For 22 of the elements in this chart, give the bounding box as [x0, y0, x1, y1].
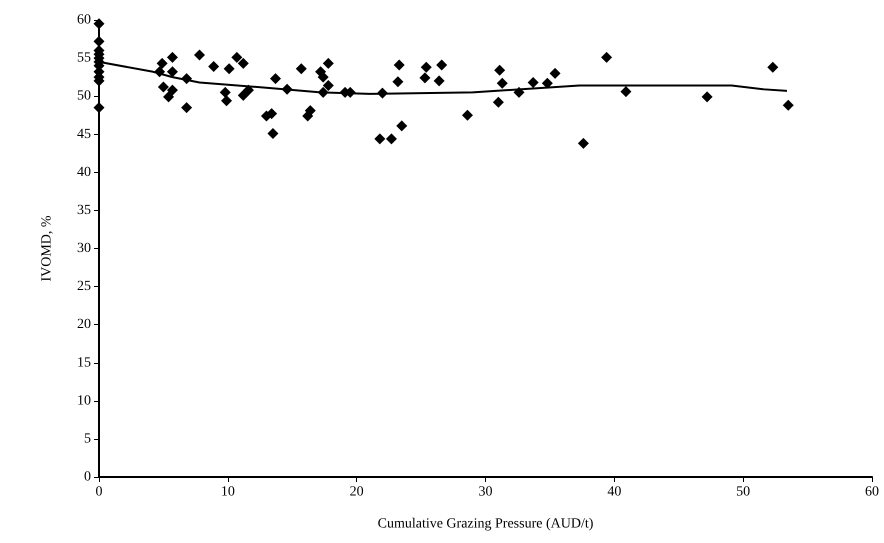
y-tick-label: 45 — [77, 126, 91, 142]
y-tick-label: 5 — [84, 431, 91, 446]
x-tick-label: 20 — [350, 484, 364, 500]
y-tick-label: 40 — [77, 164, 91, 180]
y-tick-label: 50 — [77, 88, 91, 104]
x-tick-label: 10 — [220, 484, 235, 500]
y-tick-label: 55 — [77, 50, 91, 66]
y-axis-title: IVOMD, % — [40, 215, 54, 282]
y-tick-label: 0 — [84, 470, 91, 484]
x-tick-label: 60 — [865, 484, 879, 500]
y-tick-label: 15 — [77, 355, 91, 370]
x-tick-label: 30 — [478, 484, 492, 500]
y-tick-label: 10 — [77, 393, 91, 408]
y-tick-label: 35 — [77, 202, 91, 218]
x-tick-label: 50 — [736, 484, 750, 500]
x-tick-label: 0 — [96, 484, 102, 500]
y-tick-label: 30 — [77, 241, 91, 256]
y-tick-label: 25 — [77, 279, 91, 294]
x-axis-title: Cumulative Grazing Pressure (AUD/t) — [378, 516, 594, 532]
y-tick-label: 60 — [77, 12, 91, 28]
y-tick-label: 20 — [77, 317, 91, 332]
x-tick-label: 40 — [607, 484, 622, 500]
